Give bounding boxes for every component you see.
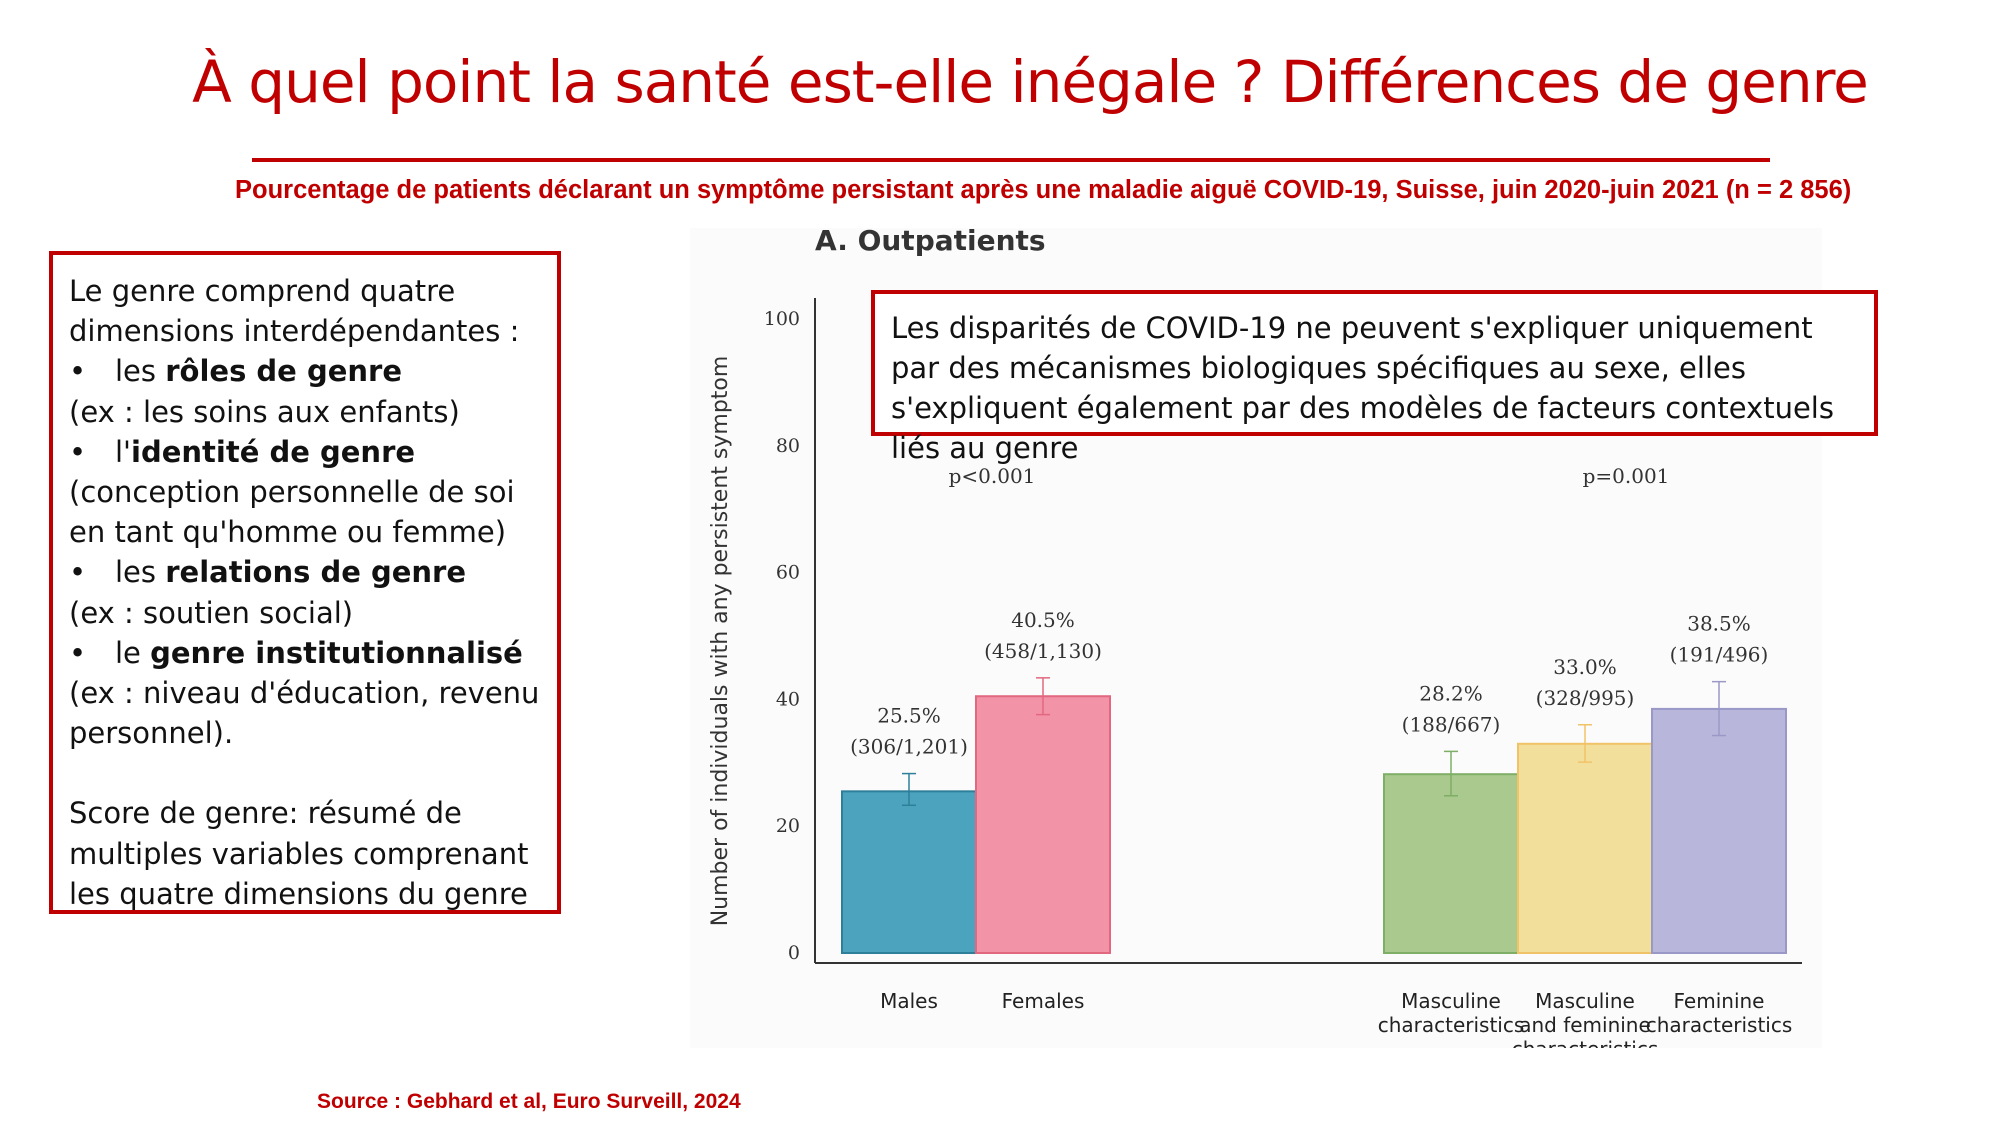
y-axis-label: Number of individuals with any persisten… — [708, 356, 733, 927]
x-category-label: Masculine — [1401, 989, 1501, 1013]
x-category-label: characteristics — [1512, 1037, 1659, 1048]
bar-count-label: (328/995) — [1536, 686, 1635, 710]
bullet-note: (ex : les soins aux enfants) — [69, 394, 460, 429]
slide-title: À quel point la santé est-elle inégale ?… — [192, 48, 1869, 116]
bullet-item: • l'identité de genre — [69, 432, 545, 472]
p-value-label: p<0.001 — [949, 464, 1036, 488]
score-text: Score de genre: résumé de multiples vari… — [69, 796, 529, 911]
bar — [841, 790, 977, 955]
bullet-prefix: l' — [115, 434, 132, 469]
bar — [1383, 773, 1519, 954]
bar-percent-label: 28.2% — [1419, 681, 1483, 705]
bar — [975, 695, 1111, 954]
x-category-label: Feminine — [1674, 989, 1765, 1013]
bullet-note: (ex : niveau d'éducation, revenu personn… — [69, 676, 540, 751]
bar-percent-label: 38.5% — [1687, 612, 1751, 636]
chart-title: A. Outpatients — [815, 228, 1046, 257]
bullet-prefix: les — [115, 555, 166, 590]
p-value-label: p=0.001 — [1583, 464, 1670, 488]
y-tick-label: 0 — [788, 942, 800, 964]
y-tick-label: 100 — [764, 308, 800, 330]
intro-text: Le genre comprend quatre dimensions inte… — [69, 274, 520, 349]
y-tick-label: 60 — [776, 562, 800, 584]
chart-subtitle: Pourcentage de patients déclarant un sym… — [235, 176, 1852, 204]
bullet-keyword: relations de genre — [165, 555, 467, 590]
callout-box: Les disparités de COVID-19 ne peuvent s'… — [871, 290, 1878, 465]
bar-count-label: (188/667) — [1402, 712, 1501, 736]
bar-percent-label: 33.0% — [1553, 655, 1617, 679]
y-tick-label: 40 — [776, 688, 800, 710]
bullet-keyword: identité de genre — [131, 434, 416, 469]
bullet-dot: • — [69, 354, 87, 389]
bullet-dot: • — [69, 434, 87, 469]
bullet-prefix: le — [115, 635, 151, 670]
bullet-list: • les rôles de genre (ex : les soins aux e… — [69, 351, 545, 753]
bullet-note: (conception personnelle de soi en tant q… — [69, 475, 515, 550]
y-tick-label: 20 — [776, 815, 800, 837]
bullet-note: (ex : soutien social) — [69, 595, 354, 630]
bar-percent-label: 40.5% — [1011, 608, 1075, 632]
bar-count-label: (306/1,201) — [850, 735, 968, 759]
bullet-text: les rôles de genre — [115, 351, 402, 391]
gender-dimensions-box: Le genre comprend quatre dimensions inte… — [49, 251, 561, 914]
x-category-label: Males — [880, 989, 938, 1013]
bullet-text: l'identité de genre — [115, 432, 415, 472]
bullet-text: le genre institutionnalisé — [115, 633, 523, 673]
y-tick-label: 80 — [776, 435, 800, 457]
bar — [1517, 742, 1653, 955]
bullet-item: • le genre institutionnalisé — [69, 633, 545, 673]
x-category-label: Masculine — [1535, 989, 1635, 1013]
bullet-prefix: les — [115, 354, 166, 389]
title-underline — [252, 158, 1770, 162]
x-category-label: and feminine — [1519, 1013, 1651, 1037]
bar — [1651, 707, 1787, 954]
bullet-dot: • — [69, 635, 87, 670]
bullet-text: les relations de genre — [115, 552, 466, 592]
x-category-label: characteristics — [1646, 1013, 1793, 1037]
bar-count-label: (191/496) — [1670, 643, 1769, 667]
bullet-item: • les rôles de genre — [69, 351, 545, 391]
source-citation: Source : Gebhard et al, Euro Surveill, 2… — [317, 1090, 741, 1113]
x-category-label: Females — [1002, 989, 1085, 1013]
bar-percent-label: 25.5% — [877, 704, 941, 728]
bar-count-label: (458/1,130) — [984, 639, 1102, 663]
bullet-keyword: rôles de genre — [165, 354, 402, 389]
bullet-dot: • — [69, 555, 87, 590]
bullet-item: • les relations de genre — [69, 552, 545, 592]
bar-chart: A. Outpatients Number of individuals with… — [708, 228, 1802, 1048]
x-category-label: characteristics — [1378, 1013, 1525, 1037]
bullet-keyword: genre institutionnalisé — [150, 635, 523, 670]
